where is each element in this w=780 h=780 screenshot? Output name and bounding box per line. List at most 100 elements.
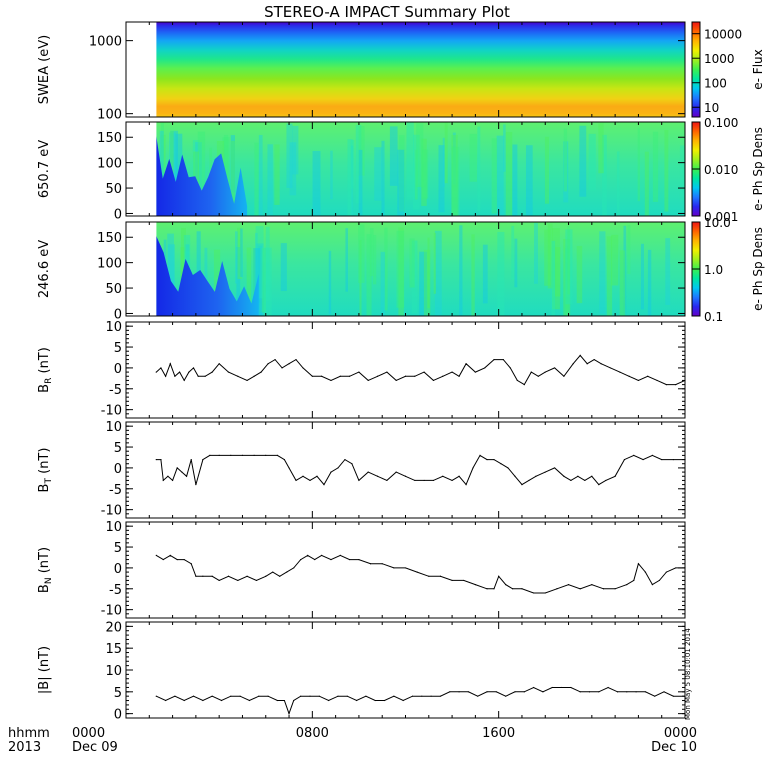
data-point bbox=[474, 584, 476, 586]
data-point bbox=[556, 588, 558, 590]
data-point bbox=[544, 471, 546, 473]
y-axis-label: BR (nT) bbox=[37, 347, 54, 393]
texture-streak bbox=[237, 227, 242, 279]
data-point bbox=[202, 699, 204, 702]
data-point bbox=[381, 563, 383, 565]
texture-streak bbox=[265, 226, 270, 301]
data-point bbox=[521, 588, 523, 590]
data-point bbox=[675, 384, 677, 386]
data-point bbox=[272, 571, 274, 573]
y-tick-label: 50 bbox=[105, 182, 122, 197]
data-point bbox=[279, 575, 281, 577]
texture-streak bbox=[652, 131, 659, 202]
data-point bbox=[593, 358, 595, 361]
data-point bbox=[484, 367, 486, 369]
data-point bbox=[654, 695, 656, 697]
data-point bbox=[260, 371, 262, 373]
texture-streak bbox=[274, 144, 280, 205]
texture-streak bbox=[544, 136, 550, 204]
data-point bbox=[211, 371, 213, 373]
colorbar-tick-label: 10.0 bbox=[704, 216, 731, 230]
texture-streak bbox=[246, 247, 252, 308]
data-point bbox=[330, 558, 332, 561]
data-point bbox=[672, 695, 674, 697]
data-point bbox=[644, 691, 647, 693]
y-tick-label: 10 bbox=[105, 320, 122, 335]
texture-streak bbox=[350, 145, 354, 216]
y-tick-label: 10 bbox=[105, 664, 122, 679]
data-point bbox=[465, 484, 467, 486]
texture-streak bbox=[416, 123, 424, 188]
texture-streak bbox=[563, 141, 569, 203]
texture-streak bbox=[196, 231, 201, 280]
texture-streak bbox=[398, 227, 404, 316]
texture-streak bbox=[497, 231, 505, 316]
texture-streak bbox=[563, 238, 571, 316]
texture-streak bbox=[160, 122, 165, 180]
data-point bbox=[211, 575, 213, 577]
texture-streak bbox=[389, 126, 398, 186]
texture-streak bbox=[366, 234, 372, 316]
data-point bbox=[651, 584, 653, 586]
data-point bbox=[330, 379, 332, 382]
data-point bbox=[309, 479, 311, 482]
data-point bbox=[509, 367, 511, 369]
data-point bbox=[577, 475, 579, 477]
texture-streak bbox=[619, 250, 626, 316]
colorbar-label: e- Flux bbox=[751, 49, 765, 89]
texture-streak bbox=[459, 225, 463, 316]
data-point bbox=[328, 699, 330, 702]
data-point bbox=[339, 554, 341, 556]
texture-streak bbox=[551, 240, 556, 316]
texture-streak bbox=[679, 145, 685, 201]
data-point bbox=[495, 691, 497, 693]
texture-streak bbox=[330, 150, 333, 200]
data-point bbox=[505, 695, 507, 697]
data-point bbox=[171, 479, 174, 482]
data-point bbox=[330, 471, 332, 473]
data-point bbox=[227, 371, 230, 373]
data-point bbox=[183, 699, 185, 702]
texture-streak bbox=[421, 138, 427, 206]
data-point bbox=[591, 584, 593, 586]
data-point bbox=[376, 475, 379, 477]
texture-streak bbox=[254, 142, 259, 216]
colorbar-tick-label: 0.100 bbox=[704, 116, 738, 130]
texture-streak bbox=[547, 223, 553, 289]
data-point bbox=[239, 695, 241, 697]
time-corner-label-hhmm: hhmm bbox=[8, 726, 50, 741]
y-tick-label: 150 bbox=[97, 231, 122, 246]
data-point bbox=[162, 558, 164, 561]
data-point bbox=[355, 699, 358, 702]
data-point bbox=[195, 484, 197, 486]
data-point bbox=[202, 458, 204, 461]
data-point bbox=[188, 371, 190, 373]
texture-streak bbox=[230, 135, 235, 193]
y-tick-label: 100 bbox=[97, 108, 122, 123]
data-point bbox=[493, 458, 495, 461]
data-point bbox=[474, 371, 476, 373]
texture-streak bbox=[665, 238, 671, 305]
data-point bbox=[442, 375, 444, 377]
data-point bbox=[651, 454, 653, 456]
data-point bbox=[451, 371, 453, 373]
y-tick-label: 0 bbox=[114, 307, 122, 322]
data-point bbox=[486, 458, 488, 461]
data-point bbox=[533, 592, 535, 594]
data-point bbox=[386, 479, 388, 482]
texture-streak bbox=[598, 123, 604, 174]
texture-streak bbox=[222, 137, 230, 207]
chart-title: STEREO-A IMPACT Summary Plot bbox=[264, 3, 510, 21]
data-point bbox=[402, 699, 404, 702]
texture-streak bbox=[183, 235, 191, 289]
data-point bbox=[267, 695, 269, 697]
colorbar-tick-label: 1000 bbox=[704, 52, 735, 66]
data-point bbox=[174, 695, 176, 697]
texture-streak bbox=[347, 139, 353, 216]
colorbar-tick-label: 1.0 bbox=[704, 263, 723, 277]
data-point bbox=[155, 554, 157, 556]
data-point bbox=[579, 588, 581, 590]
texture-streak bbox=[345, 228, 348, 292]
texture-streak bbox=[358, 224, 365, 283]
data-point bbox=[642, 458, 644, 461]
